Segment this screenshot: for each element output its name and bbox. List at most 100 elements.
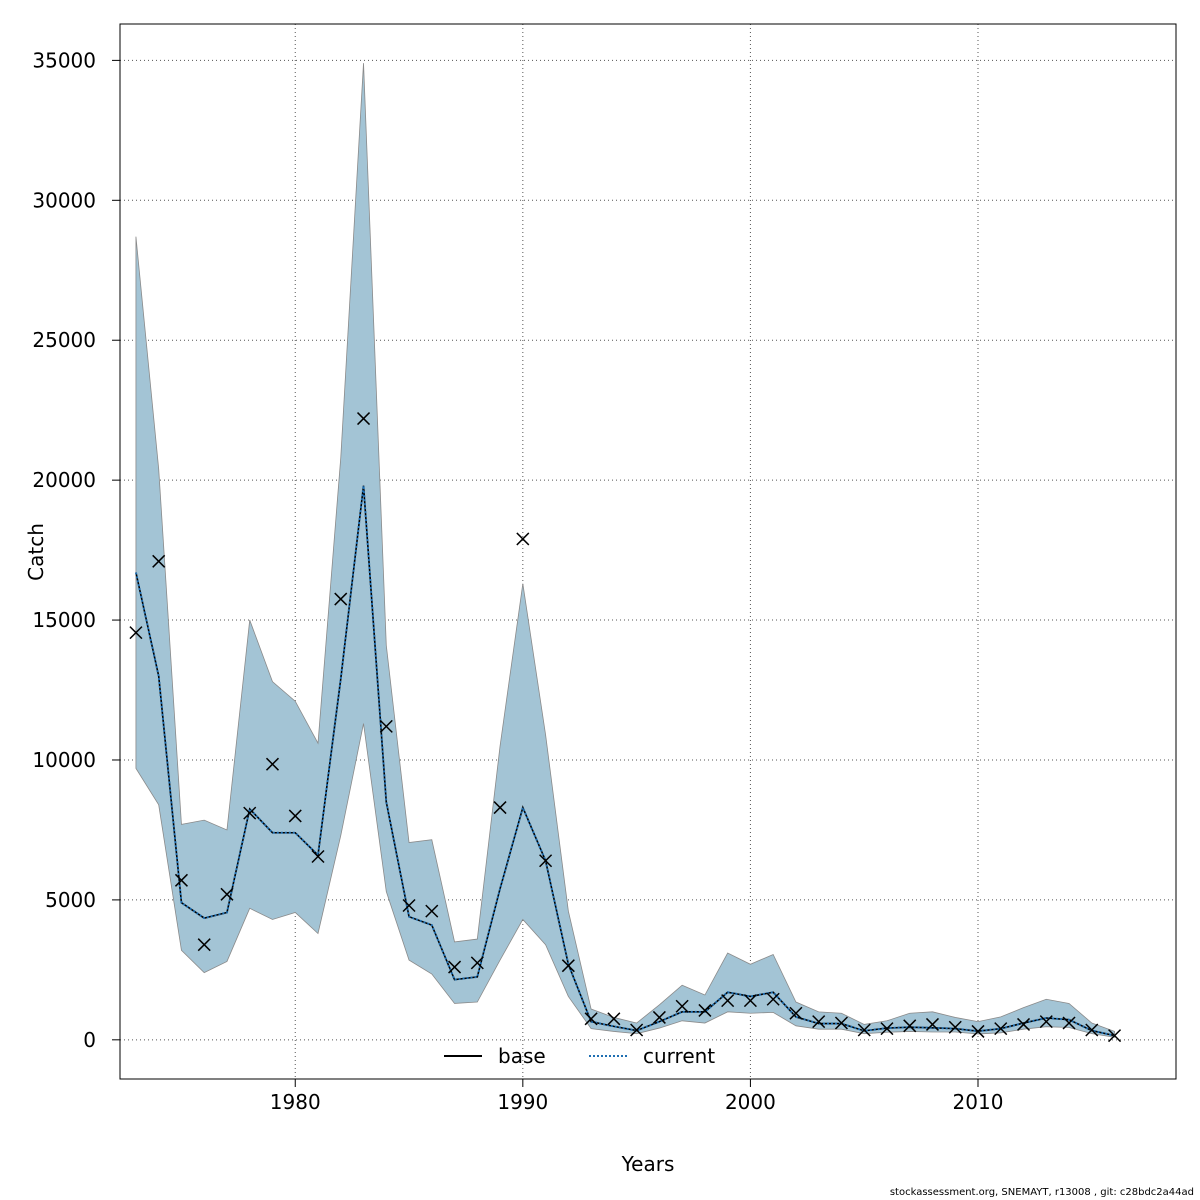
observed-point-stroke — [1039, 1015, 1053, 1029]
observed-point — [721, 994, 735, 1008]
y-tick-label: 25000 — [32, 328, 96, 352]
observed-point-stroke — [652, 1010, 666, 1024]
observed-point — [1039, 1015, 1053, 1029]
observed-point — [1016, 1017, 1031, 1031]
observed-point — [288, 809, 302, 823]
observed-point — [220, 887, 234, 901]
observed-point — [448, 960, 462, 974]
observed-point-stroke — [1062, 1016, 1076, 1030]
observed-point-stroke — [925, 1017, 940, 1031]
y-tick-label: 15000 — [32, 608, 96, 632]
observed-point-stroke — [675, 999, 689, 1013]
plot-frame — [119, 23, 1177, 1080]
observed-point — [516, 532, 530, 546]
observed-point-stroke — [539, 854, 553, 868]
observed-point — [880, 1022, 894, 1036]
observed-point — [789, 1006, 803, 1020]
observed-point-stroke — [721, 994, 735, 1008]
observed-point — [584, 1012, 598, 1026]
observed-point — [652, 1010, 666, 1024]
observed-point-stroke — [356, 412, 371, 426]
x-tick-label: 2000 — [725, 1090, 776, 1114]
observed-point — [197, 938, 211, 952]
observed-point-stroke — [265, 757, 280, 771]
observed-point — [607, 1012, 621, 1026]
confidence-band-area — [135, 63, 1115, 1038]
observed-point — [812, 1015, 826, 1029]
y-tick-label: 20000 — [32, 468, 96, 492]
observed-point-stroke — [743, 994, 757, 1008]
legend-label-base: base — [498, 1044, 546, 1068]
observed-point — [334, 592, 348, 606]
observed-point — [356, 412, 371, 426]
observed-point-stroke — [425, 904, 439, 918]
observed-point-stroke — [857, 1023, 871, 1037]
series-lines — [134, 485, 1115, 1037]
observed-point — [493, 801, 507, 815]
observed-point-stroke — [402, 898, 416, 913]
observed-point-stroke — [994, 1022, 1008, 1036]
observed-point — [994, 1022, 1008, 1036]
observed-point-stroke — [1108, 1029, 1122, 1043]
y-tick-label: 0 — [83, 1028, 96, 1052]
observed-point — [834, 1016, 848, 1030]
series-line-current — [134, 485, 1115, 1037]
confidence-band — [135, 63, 1115, 1038]
observed-point-stroke — [880, 1022, 894, 1036]
observed-point — [152, 554, 166, 568]
observed-point-stroke — [197, 938, 211, 952]
observed-point-stroke — [948, 1020, 962, 1034]
observed-point — [903, 1019, 917, 1033]
observed-point — [561, 959, 575, 973]
observed-point-stroke — [379, 719, 393, 733]
observed-point — [925, 1017, 940, 1031]
observed-point — [425, 904, 439, 918]
observed-point — [743, 994, 757, 1008]
observed-point-stroke — [766, 992, 780, 1006]
observed-point — [675, 999, 689, 1013]
observed-point-stroke — [789, 1006, 803, 1020]
observed-point — [857, 1023, 871, 1037]
observed-point — [265, 757, 280, 771]
y-tick-label: 30000 — [32, 188, 96, 212]
observed-point-stroke — [493, 801, 507, 815]
observed-point-stroke — [1016, 1017, 1031, 1031]
observed-point-stroke — [834, 1016, 848, 1030]
footer-credit: stockassessment.org, SNEMAYT, r13008 , g… — [889, 1187, 1194, 1198]
observed-point-stroke — [698, 1003, 712, 1017]
observed-point-stroke — [584, 1012, 598, 1026]
observed-point-stroke — [243, 806, 257, 820]
observed-point — [630, 1023, 644, 1037]
observed-point — [948, 1020, 962, 1034]
observed-point — [243, 806, 257, 820]
observed-point — [1108, 1029, 1122, 1043]
observed-point-stroke — [903, 1019, 917, 1033]
observed-point — [311, 849, 325, 864]
y-tick-label: 5000 — [45, 888, 96, 912]
observed-point — [971, 1024, 985, 1038]
observed-point-stroke — [334, 592, 348, 606]
observed-point-stroke — [152, 554, 166, 568]
observed-point — [129, 626, 143, 640]
observed-point-stroke — [630, 1023, 644, 1037]
observed-point — [1062, 1016, 1076, 1030]
x-tick-label: 2010 — [953, 1090, 1004, 1114]
observed-point-stroke — [607, 1012, 621, 1026]
y-tick-label: 10000 — [32, 748, 96, 772]
observed-point — [698, 1003, 712, 1017]
y-tick-label: 35000 — [32, 48, 96, 72]
observed-point — [766, 992, 780, 1006]
x-tick-label: 1990 — [497, 1090, 548, 1114]
observed-point-stroke — [311, 849, 325, 864]
observed-point-stroke — [812, 1015, 826, 1029]
observed-point-stroke — [971, 1024, 985, 1038]
y-axis-title: Catch — [24, 523, 48, 581]
observed-point-stroke — [288, 809, 302, 823]
observed-point-stroke — [561, 959, 575, 973]
x-axis-title: Years — [621, 1152, 675, 1176]
x-tick-label: 1980 — [270, 1090, 321, 1114]
observed-point — [174, 873, 188, 887]
observed-point-stroke — [448, 960, 462, 974]
observed-point — [379, 719, 393, 733]
